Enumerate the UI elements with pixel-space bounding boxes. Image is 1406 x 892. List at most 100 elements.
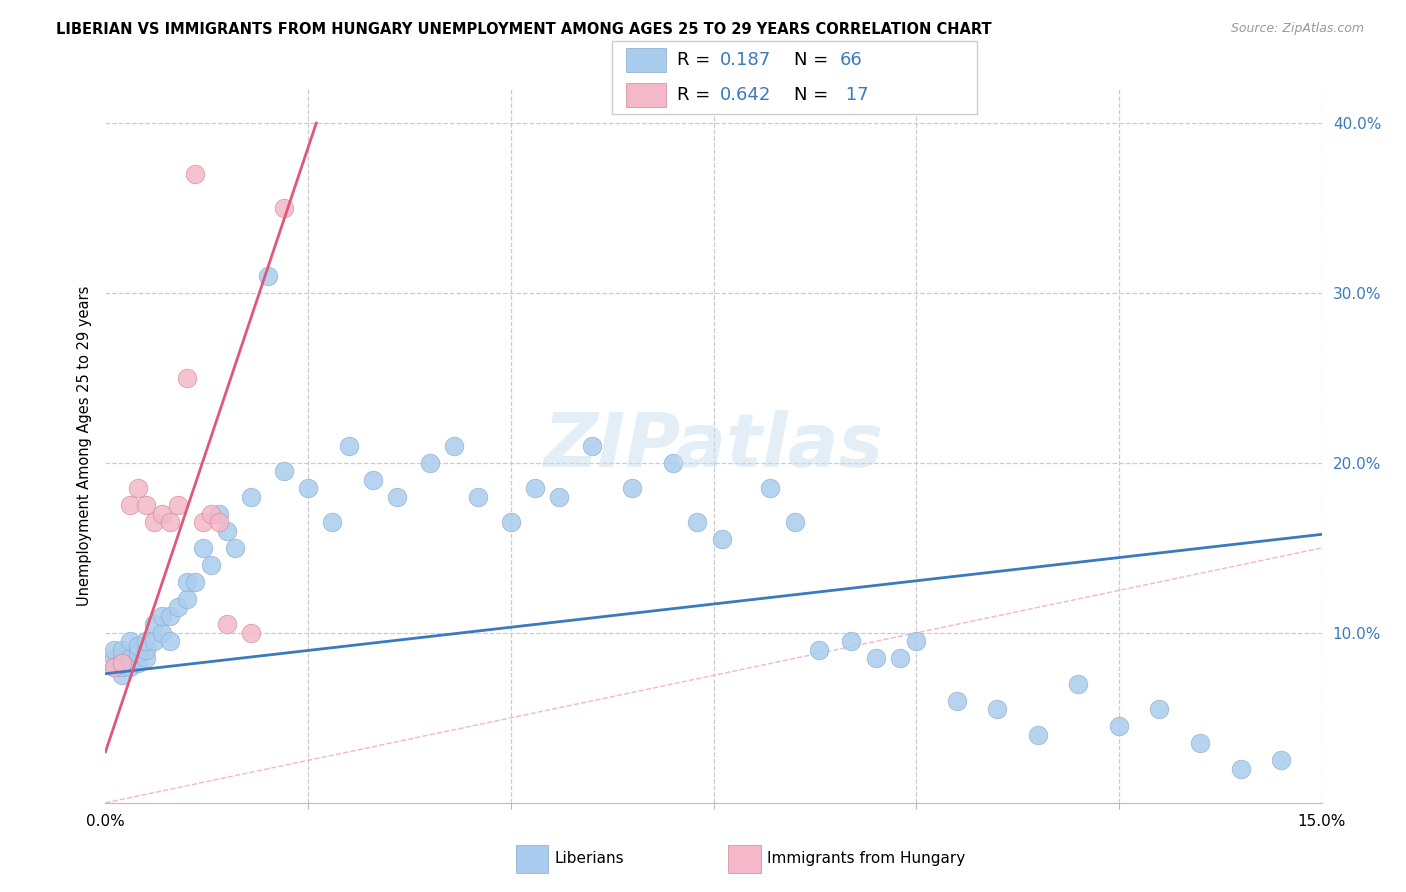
- Point: [103, 660, 125, 674]
- Point: [111, 651, 134, 665]
- Text: 66: 66: [841, 51, 863, 69]
- Text: N =: N =: [794, 86, 834, 103]
- Point: [662, 456, 685, 470]
- Point: [986, 702, 1008, 716]
- Point: [759, 482, 782, 496]
- Y-axis label: Unemployment Among Ages 25 to 29 years: Unemployment Among Ages 25 to 29 years: [76, 285, 91, 607]
- Point: [127, 640, 149, 654]
- Bar: [728, 845, 761, 872]
- Point: [150, 626, 173, 640]
- Point: [111, 660, 134, 674]
- Point: [224, 541, 246, 555]
- Point: [240, 490, 263, 504]
- Point: [150, 507, 173, 521]
- Point: [176, 574, 198, 589]
- Point: [945, 694, 967, 708]
- Text: Immigrants from Hungary: Immigrants from Hungary: [766, 851, 965, 866]
- Point: [621, 482, 644, 496]
- FancyBboxPatch shape: [626, 47, 666, 71]
- Point: [200, 558, 222, 572]
- Point: [297, 482, 319, 496]
- Point: [499, 516, 522, 530]
- Point: [1270, 753, 1292, 767]
- Point: [419, 456, 441, 470]
- Point: [103, 643, 125, 657]
- Point: [167, 600, 190, 615]
- Point: [273, 465, 295, 479]
- Point: [118, 660, 141, 674]
- Point: [103, 651, 125, 665]
- Point: [183, 167, 205, 181]
- FancyBboxPatch shape: [626, 83, 666, 107]
- Point: [1108, 719, 1130, 733]
- Point: [1149, 702, 1171, 716]
- Point: [889, 651, 911, 665]
- Text: R =: R =: [678, 51, 717, 69]
- Text: ZIPatlas: ZIPatlas: [544, 409, 883, 483]
- Point: [337, 439, 360, 453]
- Point: [524, 482, 547, 496]
- Point: [240, 626, 263, 640]
- Point: [443, 439, 465, 453]
- Point: [135, 499, 157, 513]
- Point: [387, 490, 409, 504]
- Point: [111, 643, 134, 657]
- Point: [143, 617, 166, 632]
- Point: [159, 608, 181, 623]
- Point: [159, 634, 181, 648]
- Point: [807, 643, 830, 657]
- Point: [103, 660, 125, 674]
- Point: [118, 651, 141, 665]
- Point: [361, 473, 384, 487]
- Point: [208, 507, 231, 521]
- Point: [1026, 728, 1049, 742]
- FancyBboxPatch shape: [612, 41, 977, 114]
- Point: [321, 516, 343, 530]
- Text: R =: R =: [678, 86, 717, 103]
- Point: [191, 541, 214, 555]
- Text: Liberians: Liberians: [554, 851, 624, 866]
- Point: [111, 668, 134, 682]
- Point: [783, 516, 806, 530]
- Point: [865, 651, 887, 665]
- Point: [200, 507, 222, 521]
- Point: [111, 657, 134, 671]
- Point: [135, 643, 157, 657]
- Point: [127, 646, 149, 660]
- Point: [710, 533, 733, 547]
- Point: [256, 269, 278, 284]
- Point: [176, 591, 198, 606]
- Point: [167, 499, 190, 513]
- Point: [150, 608, 173, 623]
- Text: Source: ZipAtlas.com: Source: ZipAtlas.com: [1230, 22, 1364, 36]
- Text: 17: 17: [841, 86, 869, 103]
- Point: [143, 516, 166, 530]
- Text: 0.642: 0.642: [720, 86, 770, 103]
- Text: N =: N =: [794, 51, 834, 69]
- Point: [135, 634, 157, 648]
- Bar: [516, 845, 548, 872]
- Text: LIBERIAN VS IMMIGRANTS FROM HUNGARY UNEMPLOYMENT AMONG AGES 25 TO 29 YEARS CORRE: LIBERIAN VS IMMIGRANTS FROM HUNGARY UNEM…: [56, 22, 991, 37]
- Point: [686, 516, 709, 530]
- Point: [215, 617, 238, 632]
- Point: [127, 482, 149, 496]
- Point: [467, 490, 489, 504]
- Point: [548, 490, 571, 504]
- Point: [1229, 762, 1251, 776]
- Point: [841, 634, 863, 648]
- Point: [905, 634, 928, 648]
- Point: [135, 651, 157, 665]
- Point: [208, 516, 231, 530]
- Point: [581, 439, 603, 453]
- Point: [215, 524, 238, 538]
- Point: [1189, 736, 1212, 750]
- Point: [143, 634, 166, 648]
- Text: 0.187: 0.187: [720, 51, 770, 69]
- Point: [191, 516, 214, 530]
- Point: [176, 371, 198, 385]
- Point: [183, 574, 205, 589]
- Point: [159, 516, 181, 530]
- Point: [127, 657, 149, 671]
- Point: [118, 499, 141, 513]
- Point: [118, 634, 141, 648]
